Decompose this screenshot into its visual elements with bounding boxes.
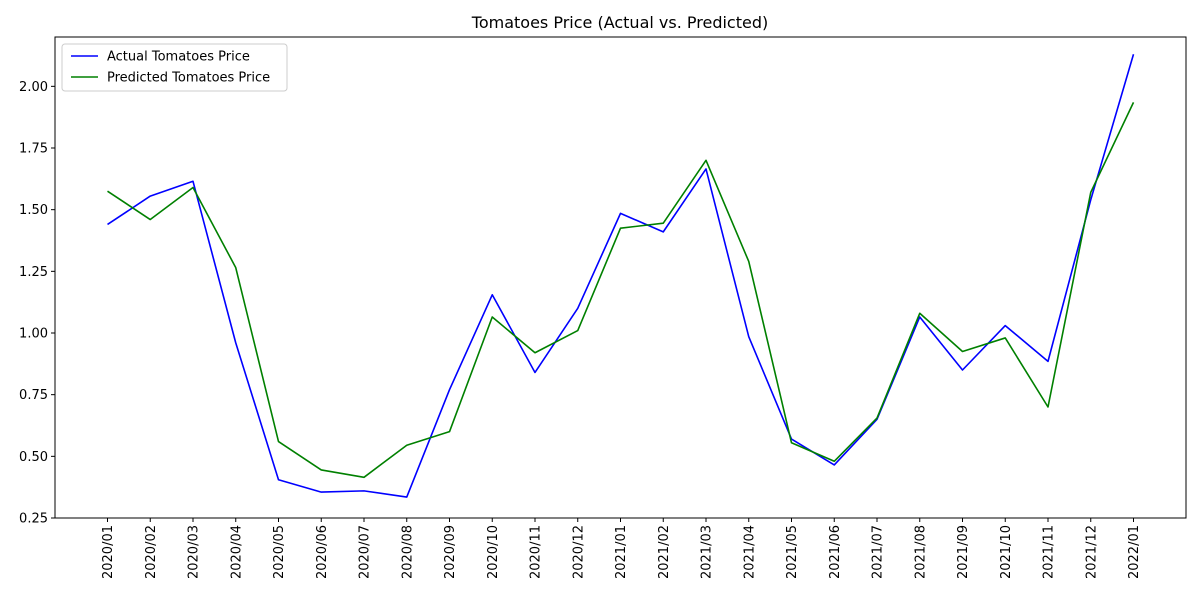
x-tick-label: 2020/01 <box>101 525 116 579</box>
x-tick-label: 2021/05 <box>785 525 800 579</box>
x-tick-label: 2022/01 <box>1127 525 1142 579</box>
chart-title: Tomatoes Price (Actual vs. Predicted) <box>471 13 768 32</box>
x-tick-label: 2021/11 <box>1042 525 1057 579</box>
x-tick-label: 2020/07 <box>358 525 373 579</box>
x-tick-label: 2021/07 <box>871 525 886 579</box>
x-tick-label: 2021/01 <box>614 525 629 579</box>
x-tick-label: 2021/02 <box>657 525 672 579</box>
series-line-predicted <box>107 102 1135 479</box>
x-tick-label: 2020/02 <box>144 525 159 579</box>
x-tick-label: 2021/08 <box>913 525 928 579</box>
x-tick-label: 2020/11 <box>529 525 544 579</box>
y-tick-label: 1.00 <box>19 327 48 342</box>
y-tick-label: 1.25 <box>19 265 48 280</box>
legend-label: Predicted Tomatoes Price <box>107 71 270 86</box>
y-tick-label: 2.00 <box>19 80 48 95</box>
x-tick-label: 2020/04 <box>229 525 244 579</box>
x-tick-label: 2021/09 <box>956 525 971 579</box>
x-tick-label: 2020/06 <box>315 525 330 579</box>
x-tick-label: 2020/09 <box>443 525 458 579</box>
x-tick-label: 2020/08 <box>400 525 415 579</box>
y-tick-label: 0.50 <box>19 450 48 465</box>
x-tick-label: 2021/04 <box>742 525 757 579</box>
plot-area <box>55 37 1186 518</box>
series-layer <box>107 54 1135 498</box>
x-tick-label: 2021/06 <box>828 525 843 579</box>
y-tick-label: 1.50 <box>19 203 48 218</box>
y-tick-label: 0.25 <box>19 512 48 527</box>
legend-label: Actual Tomatoes Price <box>107 50 250 65</box>
x-tick-label: 2021/10 <box>999 525 1014 579</box>
x-tick-label: 2020/12 <box>571 525 586 579</box>
x-tick-label: 2020/03 <box>187 525 202 579</box>
y-tick-label: 1.75 <box>19 142 48 157</box>
x-tick-label: 2021/03 <box>700 525 715 579</box>
x-tick-label: 2021/12 <box>1084 525 1099 579</box>
x-tick-label: 2020/05 <box>272 525 287 579</box>
legend: Actual Tomatoes Price Predicted Tomatoes … <box>61 43 288 92</box>
series-line-actual <box>107 54 1135 498</box>
legend-box <box>61 43 288 92</box>
axes-layer: 0.25 0.50 0.75 1.00 1.25 1.50 1.75 2.00 2020/01 2… <box>19 36 1187 579</box>
x-tick-label: 2020/10 <box>486 525 501 579</box>
y-tick-label: 0.75 <box>19 388 48 403</box>
